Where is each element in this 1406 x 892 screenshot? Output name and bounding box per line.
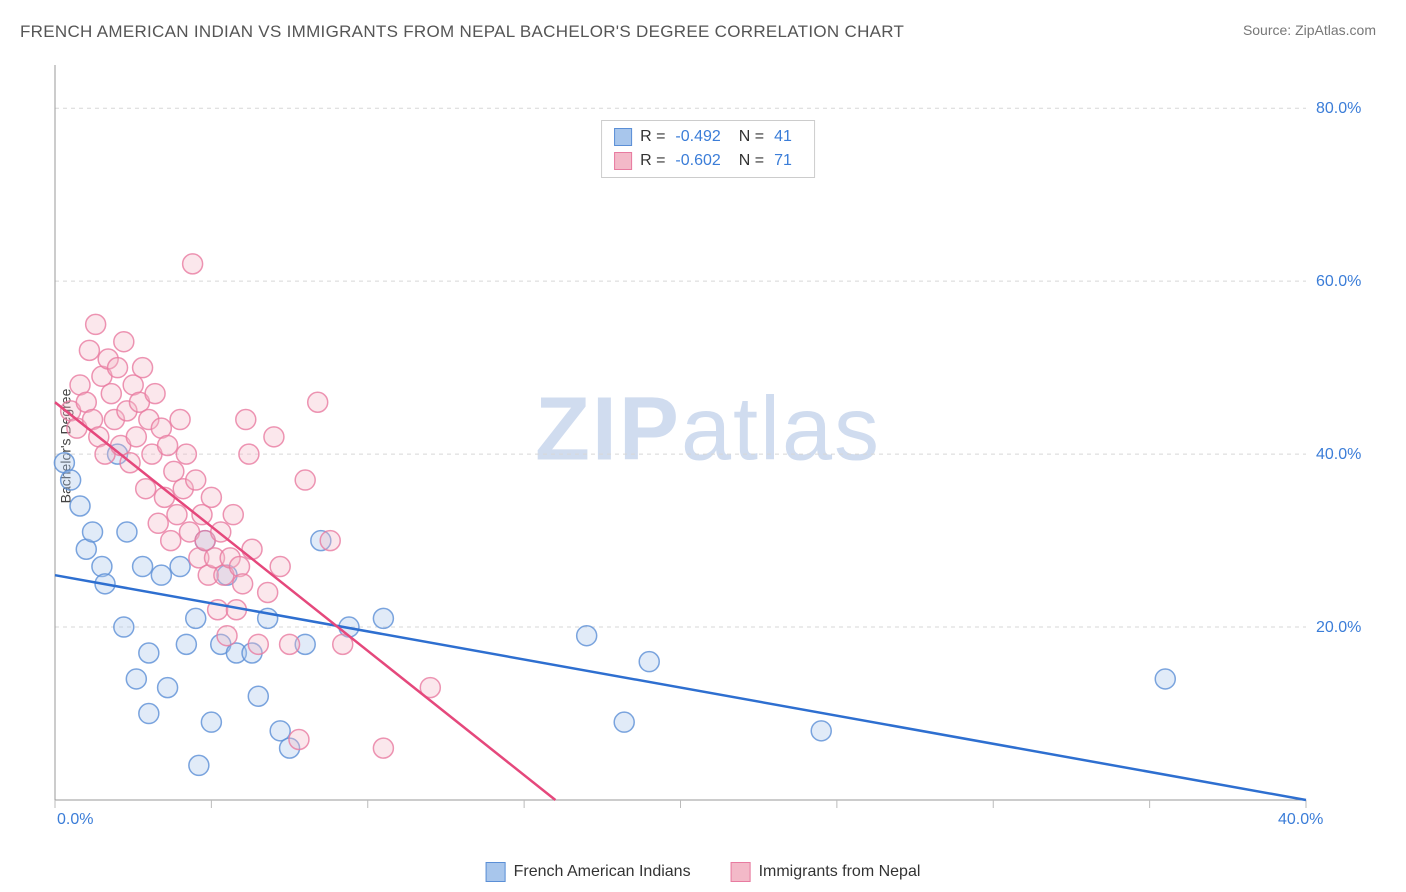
stats-n-value-series1: 41 xyxy=(774,125,792,149)
svg-text:0.0%: 0.0% xyxy=(57,811,93,828)
legend-bottom: French American Indians Immigrants from … xyxy=(486,862,921,882)
source-prefix: Source: xyxy=(1243,22,1295,38)
legend-swatch-series1 xyxy=(486,862,506,882)
source-attribution: Source: ZipAtlas.com xyxy=(1243,22,1376,38)
stats-r-label: R = xyxy=(640,149,665,173)
svg-text:40.0%: 40.0% xyxy=(1316,446,1361,463)
stats-row-series1: R = -0.492 N = 41 xyxy=(614,125,802,149)
source-link[interactable]: ZipAtlas.com xyxy=(1295,22,1376,38)
stats-r-label: R = xyxy=(640,125,665,149)
svg-text:80.0%: 80.0% xyxy=(1316,100,1361,117)
legend-label-series1: French American Indians xyxy=(514,863,691,881)
stats-r-value-series1: -0.492 xyxy=(675,125,720,149)
stats-n-value-series2: 71 xyxy=(774,149,792,173)
stats-swatch-series1 xyxy=(614,128,632,146)
plot-area: ZIPatlas 20.0%40.0%60.0%80.0%0.0%40.0% R… xyxy=(50,60,1366,830)
stats-r-value-series2: -0.602 xyxy=(675,149,720,173)
svg-text:60.0%: 60.0% xyxy=(1316,273,1361,290)
legend-swatch-series2 xyxy=(731,862,751,882)
stats-row-series2: R = -0.602 N = 71 xyxy=(614,149,802,173)
legend-item-series1[interactable]: French American Indians xyxy=(486,862,691,882)
legend-label-series2: Immigrants from Nepal xyxy=(759,863,921,881)
stats-n-label: N = xyxy=(739,125,764,149)
stats-swatch-series2 xyxy=(614,152,632,170)
svg-text:40.0%: 40.0% xyxy=(1278,811,1323,828)
svg-text:20.0%: 20.0% xyxy=(1316,619,1361,636)
chart-title: FRENCH AMERICAN INDIAN VS IMMIGRANTS FRO… xyxy=(20,22,904,42)
stats-legend-box: R = -0.492 N = 41 R = -0.602 N = 71 xyxy=(601,120,815,178)
stats-n-label: N = xyxy=(739,149,764,173)
legend-item-series2[interactable]: Immigrants from Nepal xyxy=(731,862,921,882)
